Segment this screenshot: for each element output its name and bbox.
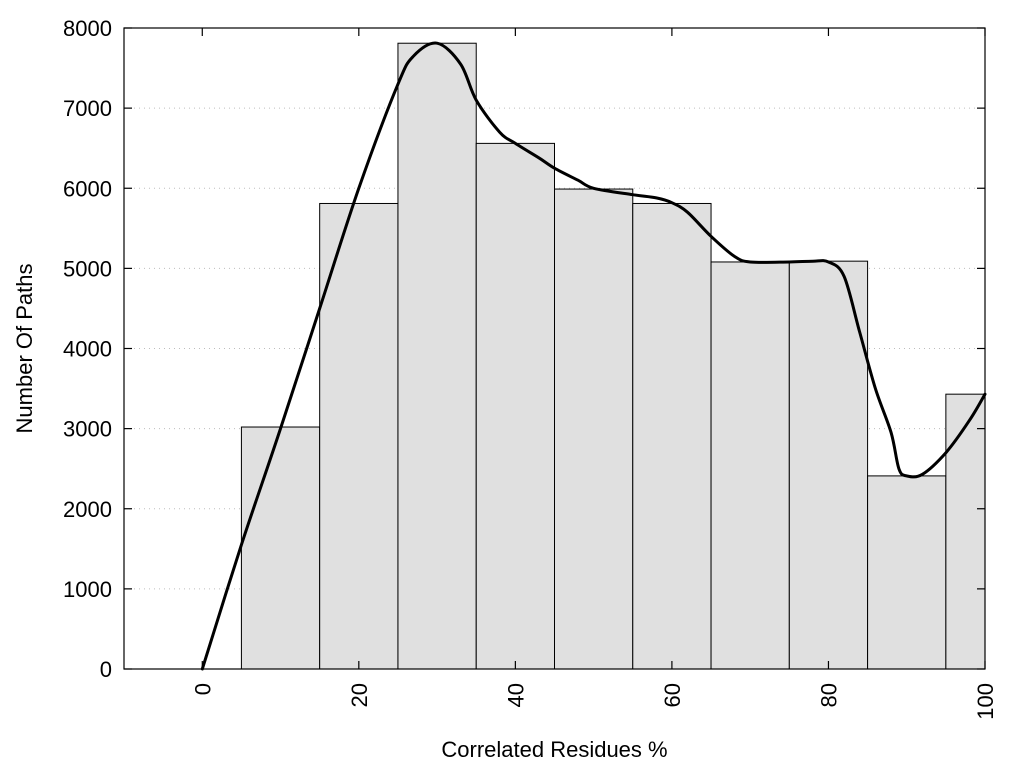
y-axis-title: Number Of Paths xyxy=(12,264,37,434)
bar-50 xyxy=(554,188,634,670)
bar-10 xyxy=(240,426,321,670)
x-tick-label-40: 40 xyxy=(503,683,528,707)
trend-curve xyxy=(200,41,987,671)
x-tick-label-80: 80 xyxy=(816,683,841,707)
y-tick-label-5000: 5000 xyxy=(63,256,112,281)
x-tick-label-20: 20 xyxy=(347,683,372,707)
trend-line xyxy=(200,41,987,671)
bars xyxy=(240,42,986,670)
bar-40 xyxy=(475,142,555,670)
bar-80 xyxy=(788,260,869,670)
x-tick-label-0: 0 xyxy=(190,683,215,695)
y-tick-label-1000: 1000 xyxy=(63,577,112,602)
bar-90 xyxy=(867,475,947,670)
x-axis-title: Correlated Residues % xyxy=(441,737,667,762)
bar-70 xyxy=(710,261,790,670)
y-tick-label-3000: 3000 xyxy=(63,417,112,442)
y-tick-label-6000: 6000 xyxy=(63,176,112,201)
bar-20 xyxy=(319,202,399,670)
x-tick-label-100: 100 xyxy=(973,683,998,720)
bar-60 xyxy=(632,202,712,670)
y-tick-label-8000: 8000 xyxy=(63,16,112,41)
x-tick-label-60: 60 xyxy=(660,683,685,707)
bar-100 xyxy=(945,393,986,670)
y-tick-label-0: 0 xyxy=(100,657,112,682)
y-axis-ticks: 0 1000 2000 3000 4000 5000 6000 7000 8000 xyxy=(63,16,985,682)
bar-30 xyxy=(397,42,477,670)
y-tick-label-4000: 4000 xyxy=(63,337,112,362)
y-tick-label-2000: 2000 xyxy=(63,497,112,522)
y-tick-label-7000: 7000 xyxy=(63,96,112,121)
x-axis-ticks: 0 20 40 60 80 100 xyxy=(190,28,998,720)
